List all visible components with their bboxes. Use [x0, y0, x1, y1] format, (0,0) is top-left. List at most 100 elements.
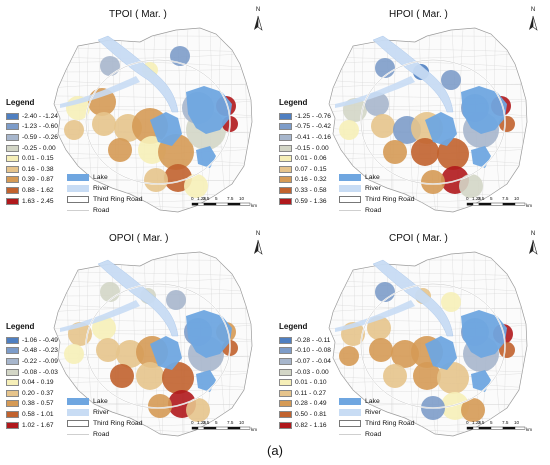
legend-swatch [279, 144, 292, 152]
legend-entry: 0.04 - 0.19 [6, 377, 58, 388]
reference-swatch [67, 398, 89, 405]
scale-tick-label: 0 [191, 196, 194, 201]
legend-range-label: -0.22 - -0.09 [22, 357, 58, 365]
legend-range-label: -1.25 - -0.76 [295, 112, 331, 120]
map-title: CPOI ( Mar. ) [389, 233, 448, 244]
reference-legend-entry: Road [339, 205, 415, 216]
legend-swatch [279, 123, 292, 131]
hotspot-cell [371, 114, 395, 138]
reference-legend-entry: River [67, 183, 143, 194]
legend-swatch [279, 400, 292, 408]
reference-label: Lake [93, 398, 108, 405]
hotspot-cell [383, 364, 407, 388]
scale-tick-label: 1.25 [197, 420, 206, 425]
hotspot-cell [421, 170, 445, 194]
reference-legend-entry: Road [67, 429, 143, 440]
lake [461, 310, 507, 358]
legend-swatch [6, 165, 19, 173]
legend-heading: Legend [6, 98, 35, 107]
hotspot-cell [441, 292, 461, 312]
hotspot-cell [339, 346, 359, 366]
scale-tick-label: 2.5 [203, 420, 210, 425]
legend-entry: -0.25 - 0.00 [6, 143, 58, 154]
legend-entry: -0.75 - -0.42 [279, 122, 331, 133]
reference-swatch [339, 174, 361, 181]
reference-legend-entry: Lake [67, 396, 143, 407]
scale-tick-label: 7.5 [502, 196, 509, 201]
legend-entry: 1.63 - 2.45 [6, 196, 58, 207]
reference-swatch [67, 409, 89, 416]
legend-swatch [6, 421, 19, 429]
scale-tick-label: 10 [239, 196, 245, 201]
lake [150, 336, 182, 370]
scale-unit: km [526, 203, 533, 208]
reference-legend-entry: Third Ring Road [67, 418, 143, 429]
legend-range-label: 0.59 - 1.36 [295, 197, 327, 205]
north-arrow-icon [529, 15, 538, 31]
hotspot-cell [499, 342, 515, 358]
scale-tick-label: 5 [215, 420, 218, 425]
legend-swatch [6, 186, 19, 194]
legend-entry: -0.03 - 0.00 [279, 367, 331, 378]
reference-legend-entry: River [339, 407, 415, 418]
lake [425, 112, 457, 146]
legend-range-label: 0.82 - 1.16 [295, 421, 327, 429]
reference-label: River [365, 185, 381, 192]
scale-tick-label: 2.5 [478, 420, 485, 425]
legend-entry: -1.25 - -0.76 [279, 111, 331, 122]
reference-legend-entry: Lake [339, 396, 415, 407]
legend-range-label: 0.33 - 0.58 [295, 186, 327, 194]
legend-range-label: 0.38 - 0.57 [22, 400, 54, 408]
legend-entry: 0.16 - 0.32 [279, 175, 331, 186]
scale-bar [466, 202, 526, 206]
north-arrow-icon [254, 239, 263, 255]
lake [186, 310, 232, 358]
legend-heading: Legend [279, 98, 308, 107]
reference-legend: Lake River Third Ring Road Road [67, 396, 143, 440]
lake [461, 86, 507, 134]
hotspot-cell [459, 174, 483, 198]
legend-swatch [279, 155, 292, 163]
river [335, 76, 415, 108]
hotspot-cell [64, 344, 84, 364]
legend-entry: 0.58 - 1.01 [6, 409, 58, 420]
lake [196, 146, 216, 168]
reference-swatch [339, 185, 361, 192]
river [335, 300, 415, 332]
north-arrow-icon [529, 239, 538, 255]
legend-range-label: 0.11 - 0.27 [295, 389, 327, 397]
legend-entry: -0.07 - -0.04 [279, 356, 331, 367]
lake [471, 370, 491, 392]
lake [425, 336, 457, 370]
lake [471, 146, 491, 168]
legend-entry: 0.16 - 0.38 [6, 164, 58, 175]
map-panel: OPOI ( Mar. ) N 0 1.25 2.5 5 7.5 10 km Legend -1.0… [0, 224, 275, 442]
scale-bar [191, 426, 251, 430]
scale-unit: km [526, 427, 533, 432]
reference-swatch [67, 196, 89, 203]
hotspot-cell [437, 138, 469, 170]
legend-entry: -0.22 - -0.09 [6, 356, 58, 367]
legend-swatch [279, 421, 292, 429]
legend-range-label: -0.03 - 0.00 [295, 368, 329, 376]
hotspot-cell [339, 120, 359, 140]
hotspot-cell [441, 70, 461, 90]
reference-legend-entry: River [339, 183, 415, 194]
reference-label: Third Ring Road [365, 420, 415, 427]
legend-entry: -2.40 - -1.24 [6, 111, 58, 122]
choropleth-map [328, 15, 538, 213]
hotspot-cell [96, 338, 120, 362]
lake [186, 86, 232, 134]
legend-range-label: -0.10 - -0.08 [295, 347, 331, 355]
reference-label: Third Ring Road [93, 196, 143, 203]
reference-swatch [67, 185, 89, 192]
map-title: HPOI ( Mar. ) [389, 9, 448, 20]
scale-tick-label: 10 [514, 196, 520, 201]
legend-entry: 0.20 - 0.37 [6, 388, 58, 399]
legend-swatch [279, 165, 292, 173]
legend-swatch [6, 379, 19, 387]
reference-legend: Lake River Third Ring Road Road [67, 172, 143, 216]
legend-range-label: 1.02 - 1.67 [22, 421, 54, 429]
map-panel: HPOI ( Mar. ) N 0 1.25 2.5 5 7.5 10 km Legend -1.2… [275, 0, 550, 218]
figure-caption: (a) [267, 443, 283, 458]
